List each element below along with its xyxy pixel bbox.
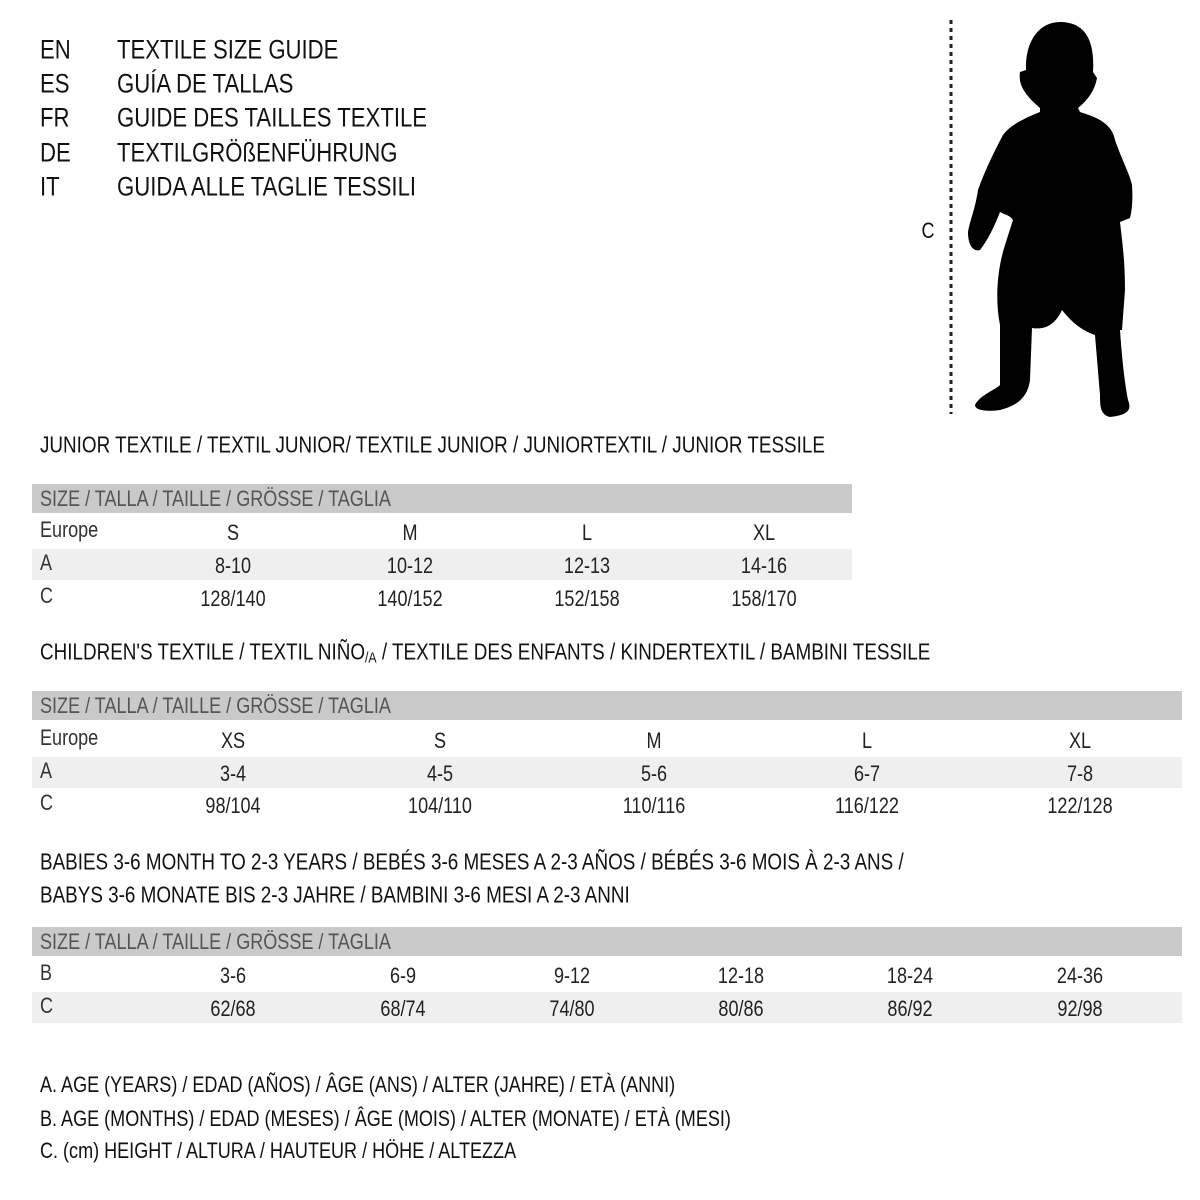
language-code: DE (40, 137, 71, 168)
table-cell: 86/92 (887, 996, 933, 1021)
table-cell: 9-12 (553, 963, 591, 988)
table-header: SIZE / TALLA / TAILLE / GRÖSSE / TAGLIA (40, 693, 391, 718)
children-title-sub: /A (365, 649, 377, 667)
child-silhouette (968, 22, 1133, 417)
table-cell: XL (1068, 728, 1092, 753)
children-title: CHILDREN'S TEXTILE / TEXTIL NIÑO/A / TEX… (40, 638, 931, 667)
babies-title-line2: BABYS 3-6 MONATE BIS 2-3 JAHRE / BAMBINI… (40, 881, 630, 908)
row-label: C (40, 583, 54, 608)
table-cell: 18-24 (886, 963, 934, 988)
legend-a: A. AGE (YEARS) / EDAD (AÑOS) / ÂGE (ANS)… (40, 1072, 676, 1097)
table-cell: 5-6 (640, 761, 668, 786)
table-cell: 3-6 (219, 963, 247, 988)
table-cell: L (861, 728, 873, 753)
table-cell: M (402, 520, 418, 545)
table-cell: S (433, 728, 447, 753)
table-cell: 62/68 (210, 996, 256, 1021)
legend-b: B. AGE (MONTHS) / EDAD (MESES) / ÂGE (MO… (40, 1106, 731, 1131)
child-silhouette-icon (949, 20, 1133, 417)
table-cell: 104/110 (408, 793, 472, 818)
babies-title-line1: BABIES 3-6 MONTH TO 2-3 YEARS / BEBÉS 3-… (40, 848, 904, 875)
table-cell: 80/86 (718, 996, 764, 1021)
table-cell: 68/74 (380, 996, 426, 1021)
table-header: SIZE / TALLA / TAILLE / GRÖSSE / TAGLIA (40, 929, 391, 954)
row-label: B (40, 960, 53, 985)
table-cell: 98/104 (205, 793, 261, 818)
language-title: GUIDA ALLE TAGLIE TESSILI (117, 171, 417, 202)
row-label: C (40, 790, 54, 815)
table-header-band (32, 484, 852, 513)
table-cell: 14-16 (740, 553, 788, 578)
table-cell: 128/140 (200, 586, 266, 611)
table-cell: 10-12 (386, 553, 434, 578)
language-title: TEXTILE SIZE GUIDE (117, 34, 339, 65)
language-title: GUIDE DES TAILLES TEXTILE (117, 102, 428, 133)
table-cell: XL (752, 520, 776, 545)
children-title-main: CHILDREN'S TEXTILE / TEXTIL NIÑO (40, 638, 366, 665)
table-cell: 4-5 (426, 761, 454, 786)
language-title: TEXTILGRÖßENFÜHRUNG (117, 137, 398, 168)
language-title: GUÍA DE TALLAS (117, 68, 294, 99)
table-cell: 140/152 (377, 586, 443, 611)
legend-c: C. (cm) HEIGHT / ALTURA / HAUTEUR / HÖHE… (40, 1138, 517, 1163)
language-code: IT (40, 171, 60, 202)
table-cell: 110/116 (622, 793, 686, 818)
table-header-band (32, 691, 1182, 720)
table-cell: M (646, 728, 662, 753)
table-header-band (32, 927, 1182, 956)
table-cell: 12-18 (717, 963, 765, 988)
table-cell: 7-8 (1066, 761, 1094, 786)
table-cell: S (226, 520, 240, 545)
children-title-rest: / TEXTILE DES ENFANTS / KINDERTEXTIL / B… (376, 638, 931, 665)
table-cell: 24-36 (1056, 963, 1104, 988)
table-cell: 74/80 (549, 996, 595, 1021)
table-cell: 3-4 (219, 761, 247, 786)
table-cell: 158/170 (731, 586, 797, 611)
language-code: EN (40, 34, 71, 65)
table-row-band (32, 992, 1182, 1023)
row-label: A (40, 550, 53, 575)
table-cell: 12-13 (563, 553, 611, 578)
table-cell: L (581, 520, 593, 545)
table-row-band (32, 757, 1182, 788)
row-label: C (40, 993, 54, 1018)
row-label: A (40, 758, 53, 783)
table-cell: 6-7 (853, 761, 881, 786)
table-cell: 6-9 (389, 963, 417, 988)
language-code: FR (40, 102, 70, 133)
table-row-band (32, 549, 852, 580)
table-cell: 122/128 (1047, 793, 1113, 818)
table-cell: 152/158 (554, 586, 620, 611)
table-cell: 8-10 (214, 553, 252, 578)
junior-title: JUNIOR TEXTILE / TEXTIL JUNIOR/ TEXTILE … (40, 431, 825, 458)
table-cell: 116/122 (835, 793, 899, 818)
table-header: SIZE / TALLA / TAILLE / GRÖSSE / TAGLIA (40, 486, 391, 511)
table-cell: XS (220, 728, 246, 753)
table-cell: 92/98 (1057, 996, 1103, 1021)
row-label: Europe (40, 725, 99, 750)
language-code: ES (40, 68, 70, 99)
height-label: C (921, 218, 935, 243)
row-label: Europe (40, 517, 99, 542)
